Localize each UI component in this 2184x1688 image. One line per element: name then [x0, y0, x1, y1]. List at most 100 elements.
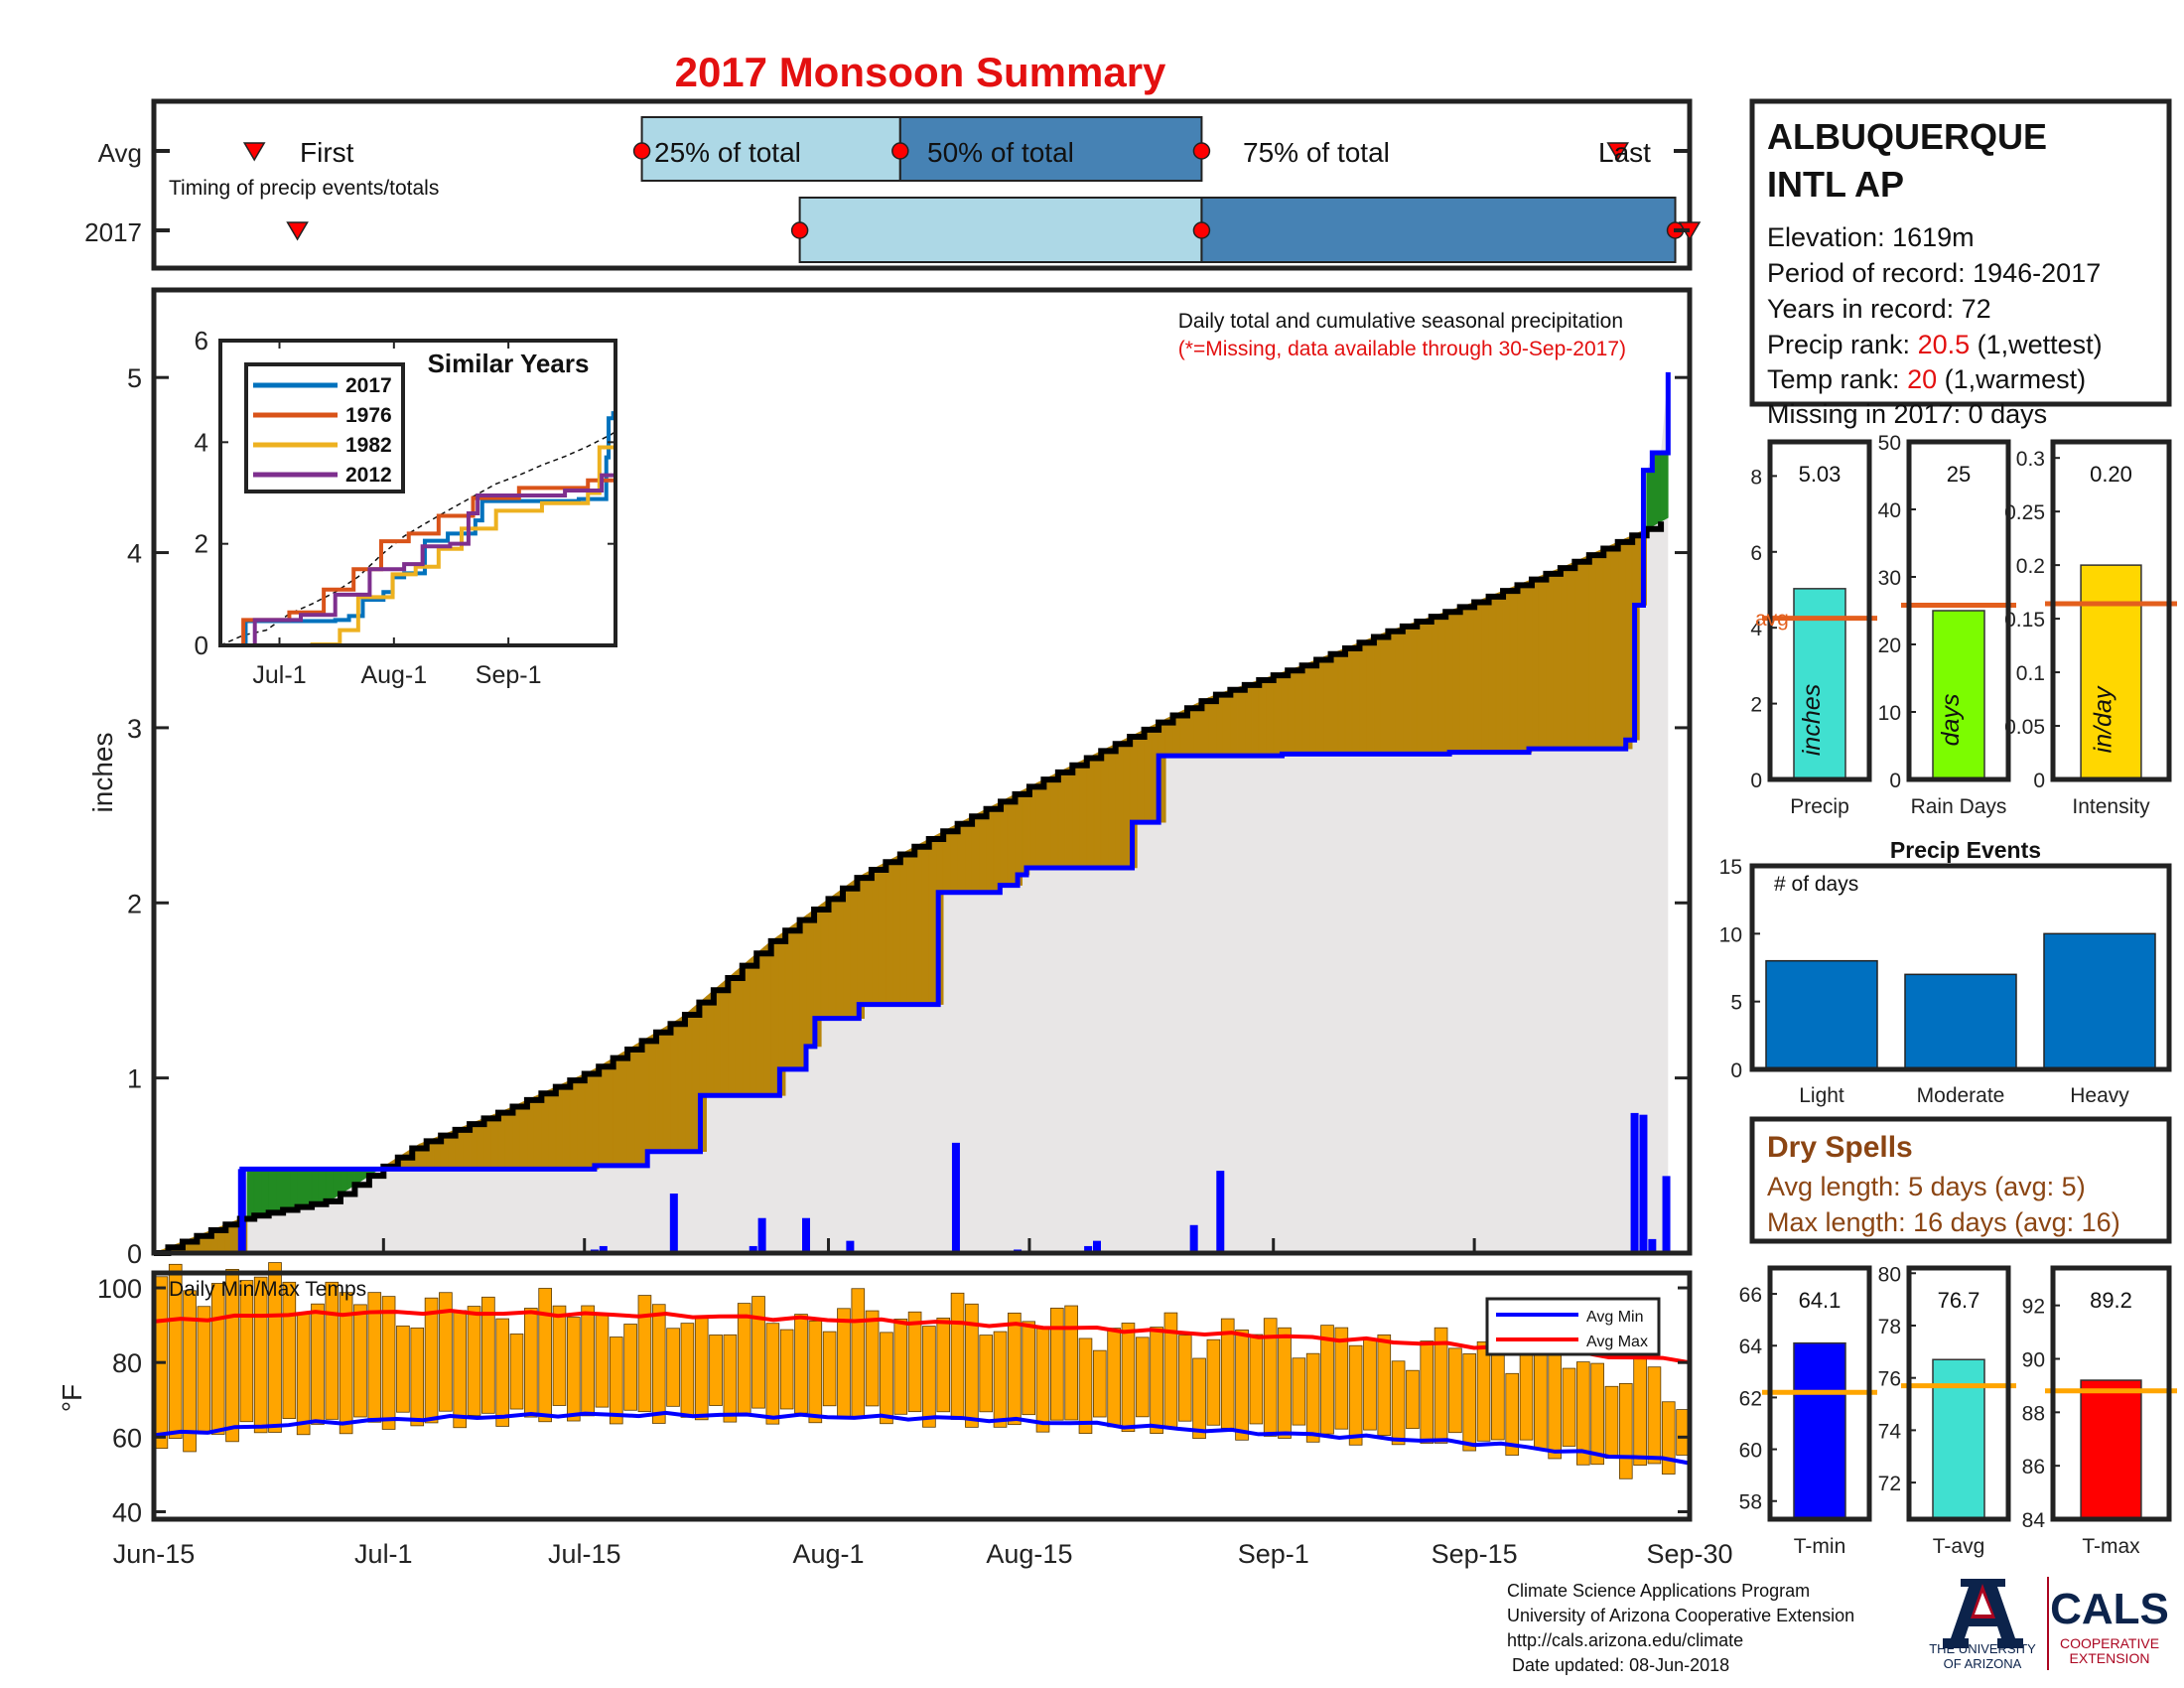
- daily-temp-bar: [239, 1280, 254, 1423]
- observed-cumulative-fill: [154, 371, 1669, 1254]
- main-ytick-label: 3: [127, 714, 142, 744]
- daily-temp-bar: [837, 1308, 851, 1420]
- below-average-fill: [569, 1076, 578, 1170]
- timing-2017-marker-q1: [790, 221, 809, 239]
- below-average-fill: [1035, 778, 1044, 869]
- daily-temp-bar: [1562, 1367, 1576, 1447]
- below-average-fill: [562, 1079, 571, 1170]
- footer-line2: University of Arizona Cooperative Extens…: [1507, 1606, 1854, 1625]
- tmin-stat-panel: 58 60 62 64 66 64.1 T-min: [1739, 1265, 1877, 1558]
- tmin-stat-ytick-label: 66: [1739, 1284, 1762, 1307]
- precip-stat-value-label: 5.03: [1799, 462, 1842, 487]
- precip-stat-label: Precip: [1790, 795, 1849, 818]
- below-average-fill: [1546, 570, 1554, 750]
- station-name-line2: INTL AP: [1767, 164, 1904, 205]
- tmin-stat-ytick-label: 62: [1739, 1387, 1762, 1410]
- below-average-fill: [634, 1040, 642, 1167]
- daily-temp-bar: [965, 1303, 979, 1428]
- precip-stat-ytick-label: 4: [1750, 618, 1762, 640]
- daily-temp-bar: [1206, 1338, 1221, 1426]
- daily-precip-bar: [1639, 1114, 1648, 1253]
- event-bar-heavy: [2043, 932, 2156, 1070]
- temp-plot-area: [153, 1262, 1691, 1479]
- below-average-fill: [598, 1061, 607, 1167]
- intensity-stat-ytick-label: 0: [2033, 770, 2045, 792]
- tmin-stat-label: T-min: [1794, 1535, 1846, 1558]
- daily-temp-bar: [453, 1310, 468, 1429]
- rain-days-stat-ytick-label: 30: [1878, 567, 1901, 590]
- station-missing: Missing in 2017: 0 days: [1767, 399, 2047, 429]
- daily-temp-bar: [1263, 1318, 1278, 1437]
- daily-temp-bar: [467, 1306, 481, 1416]
- below-average-fill: [591, 1065, 600, 1170]
- daily-temp-bar: [481, 1296, 495, 1414]
- below-average-fill: [1072, 761, 1080, 869]
- daily-temp-bar: [268, 1262, 282, 1433]
- daily-temp-bar: [424, 1297, 439, 1424]
- ua-line2: OF ARIZONA: [1944, 1656, 2022, 1671]
- station-elevation: Elevation: 1619m: [1767, 222, 1975, 252]
- daily-temp-bar: [396, 1325, 410, 1413]
- daily-precip-bar: [1084, 1245, 1093, 1253]
- main-ytick-label: 4: [127, 539, 142, 569]
- precip-events-panel: Precip Events Light Moderate Heavy 0 5 10 15 #…: [1719, 837, 2172, 1107]
- daily-temp-bar: [524, 1308, 538, 1418]
- inset-plot-area: [219, 389, 617, 647]
- tmin-stat-ytick-label: 58: [1739, 1491, 1762, 1514]
- avg-max-line: [153, 1309, 1691, 1365]
- event-ytick-label: 5: [1730, 992, 1742, 1015]
- daily-precip-bar: [669, 1194, 678, 1253]
- daily-temp-bar: [779, 1329, 794, 1410]
- daily-temp-bar: [623, 1324, 637, 1411]
- intensity-stat-ytick-label: 0.25: [2004, 501, 2045, 524]
- inset-average-line: [219, 431, 615, 646]
- timing-2017-box-q25-q50: [798, 197, 1203, 263]
- footer-line4: Date updated: 08-Jun-2018: [1507, 1655, 1729, 1675]
- below-average-fill: [1502, 587, 1511, 753]
- cals-logo-text: CALS: [2050, 1585, 2169, 1633]
- event-ytick-label: 15: [1719, 856, 1742, 879]
- daily-temp-bar: [1121, 1323, 1136, 1433]
- main-xtick-label: Aug-15: [986, 1539, 1072, 1569]
- event-bar-moderate: [1904, 973, 2017, 1070]
- rain-days-stat-ytick-label: 0: [1889, 770, 1901, 792]
- daily-temp-bar: [694, 1316, 709, 1421]
- daily-temp-bar: [1192, 1357, 1206, 1440]
- below-average-fill: [763, 940, 771, 1096]
- tmax-stat-label: T-max: [2082, 1535, 2140, 1558]
- tavg-stat-label: T-avg: [1933, 1535, 1985, 1558]
- intensity-stat-unit-label: in/day: [2090, 685, 2117, 753]
- main-plot-area: [153, 371, 1671, 1256]
- events-plot-area: Light Moderate Heavy 0 5 10 15: [1719, 856, 2156, 1107]
- daily-temp-bar: [552, 1305, 567, 1406]
- below-average-fill: [1330, 650, 1339, 755]
- below-average-fill: [1258, 677, 1267, 757]
- below-average-fill: [993, 800, 1002, 893]
- below-average-fill: [1280, 669, 1289, 757]
- below-average-fill: [892, 854, 901, 1005]
- main-note-line2: (*=Missing, data available through 30-Se…: [1178, 338, 1626, 360]
- daily-temp-bar: [381, 1296, 396, 1430]
- tmax-stat-ytick-label: 92: [2022, 1296, 2045, 1319]
- below-average-fill: [1553, 567, 1562, 750]
- precip-stat-frame: [1767, 439, 1872, 782]
- stat-panels: 0 2 4 6 8 5.03 Precip inches avg 0 10 20 30 40 50 25 Rai…: [1739, 432, 2177, 1558]
- above-average-fill: [282, 1169, 291, 1210]
- timing-q50-label: 50% of total: [927, 137, 1074, 168]
- below-average-fill: [1064, 765, 1073, 869]
- below-average-fill: [504, 1106, 513, 1170]
- precip-events-ylabel: # of days: [1774, 873, 1858, 896]
- timing-2017-marker-q2: [1192, 221, 1211, 239]
- above-average-fill: [326, 1169, 335, 1202]
- daily-temp-bar: [197, 1306, 211, 1435]
- station-temp-rank: Temp rank: 20 (1,warmest): [1767, 364, 2086, 394]
- observed-cumulative-line: [154, 371, 1671, 1256]
- below-average-fill: [899, 850, 908, 1005]
- intensity-stat-panel: 0 0.05 0.1 0.15 0.2 0.25 0.3 0.20 Intensity in/da…: [2004, 439, 2177, 818]
- below-average-fill: [1015, 789, 1024, 886]
- event-ytick-label: 10: [1719, 923, 1742, 946]
- inset-xtick-label: Jul-1: [252, 661, 306, 689]
- below-average-fill: [1624, 534, 1633, 750]
- below-average-fill: [1431, 614, 1439, 755]
- tmax-stat-ytick-label: 90: [2022, 1349, 2045, 1372]
